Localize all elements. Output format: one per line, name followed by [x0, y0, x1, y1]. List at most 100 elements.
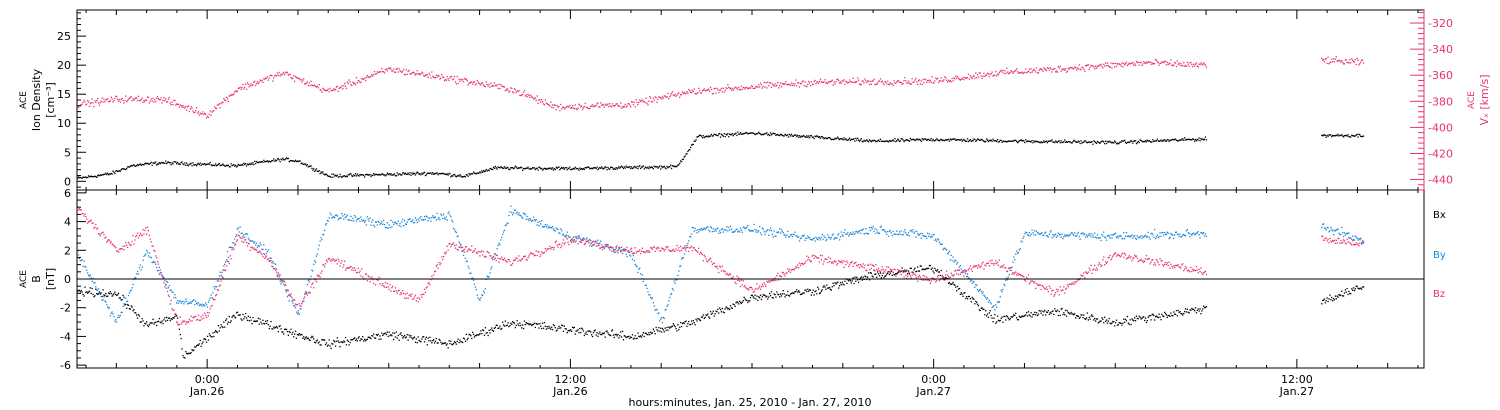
- data-point: [266, 75, 269, 78]
- data-point: [449, 173, 451, 175]
- data-point: [847, 279, 849, 281]
- data-point: [972, 280, 974, 282]
- data-point: [621, 330, 624, 332]
- data-point: [165, 284, 167, 286]
- data-point: [248, 86, 250, 88]
- data-point: [1086, 142, 1089, 144]
- data-point: [1321, 134, 1323, 136]
- data-point: [508, 214, 510, 217]
- data-point: [1048, 313, 1050, 315]
- data-point: [1082, 141, 1084, 144]
- data-point: [114, 97, 116, 100]
- data-point: [1170, 139, 1172, 141]
- data-point: [222, 101, 224, 103]
- data-point: [233, 164, 235, 166]
- data-point: [951, 259, 953, 262]
- data-point: [756, 86, 758, 88]
- data-point: [204, 338, 206, 340]
- data-point: [945, 248, 947, 250]
- data-point: [316, 253, 318, 255]
- data-point: [207, 116, 210, 118]
- data-point: [521, 327, 523, 329]
- data-point: [723, 91, 725, 93]
- data-point: [1059, 234, 1061, 236]
- data-point: [1344, 59, 1346, 61]
- data-point: [933, 140, 935, 142]
- data-point: [1180, 138, 1182, 140]
- data-point: [885, 231, 887, 233]
- data-point: [630, 101, 633, 103]
- data-point: [454, 230, 457, 233]
- data-point: [833, 238, 835, 240]
- data-point: [624, 248, 626, 251]
- data-point: [301, 334, 303, 336]
- data-point: [851, 138, 853, 141]
- data-point: [901, 234, 903, 236]
- data-point: [179, 300, 181, 302]
- data-point: [670, 164, 672, 166]
- data-point: [478, 172, 480, 174]
- data-point: [1344, 135, 1346, 137]
- data-point: [244, 86, 246, 88]
- data-point: [808, 236, 811, 239]
- data-point: [600, 333, 602, 336]
- data-point: [940, 77, 942, 79]
- data-point: [726, 87, 728, 90]
- data-point: [121, 97, 123, 99]
- data-point: [146, 96, 149, 98]
- data-point: [983, 308, 985, 311]
- data-point: [923, 268, 925, 271]
- data-point: [319, 240, 321, 242]
- data-point: [345, 175, 348, 177]
- data-point: [507, 322, 509, 324]
- data-point: [423, 75, 426, 77]
- data-point: [823, 81, 825, 83]
- data-point: [966, 77, 969, 79]
- data-point: [861, 140, 863, 142]
- data-point: [945, 276, 947, 279]
- data-point: [884, 275, 886, 277]
- data-point: [227, 100, 229, 103]
- data-point: [644, 102, 646, 104]
- data-point: [646, 167, 648, 169]
- data-point: [274, 327, 276, 329]
- data-point: [641, 334, 644, 336]
- data-point: [124, 304, 126, 306]
- data-point: [1195, 312, 1198, 314]
- data-point: [897, 233, 899, 236]
- data-point: [1150, 141, 1152, 143]
- data-point: [748, 300, 750, 302]
- data-point: [867, 233, 869, 235]
- data-point: [794, 231, 796, 233]
- data-point: [99, 292, 101, 294]
- data-point: [378, 71, 380, 73]
- data-point: [732, 89, 734, 91]
- data-point: [786, 294, 788, 296]
- data-point: [416, 342, 418, 344]
- data-point: [420, 215, 422, 218]
- data-point: [687, 92, 689, 94]
- data-point: [896, 140, 898, 142]
- data-point: [1159, 140, 1161, 142]
- data-point: [380, 338, 382, 340]
- data-point: [941, 139, 943, 142]
- data-point: [785, 294, 787, 296]
- data-point: [1338, 294, 1340, 296]
- data-point: [343, 175, 345, 177]
- data-point: [571, 238, 573, 240]
- data-point: [646, 333, 648, 336]
- data-point: [1353, 135, 1356, 137]
- data-point: [912, 81, 914, 83]
- data-point: [669, 296, 671, 299]
- data-point: [805, 85, 807, 87]
- data-point: [930, 137, 932, 140]
- data-point: [1009, 140, 1011, 142]
- data-point: [328, 217, 330, 219]
- data-point: [808, 135, 810, 137]
- data-point: [297, 77, 299, 80]
- data-point: [581, 327, 583, 329]
- data-point: [432, 172, 434, 174]
- data-point: [877, 140, 879, 142]
- data-point: [579, 237, 581, 239]
- data-point: [181, 106, 183, 108]
